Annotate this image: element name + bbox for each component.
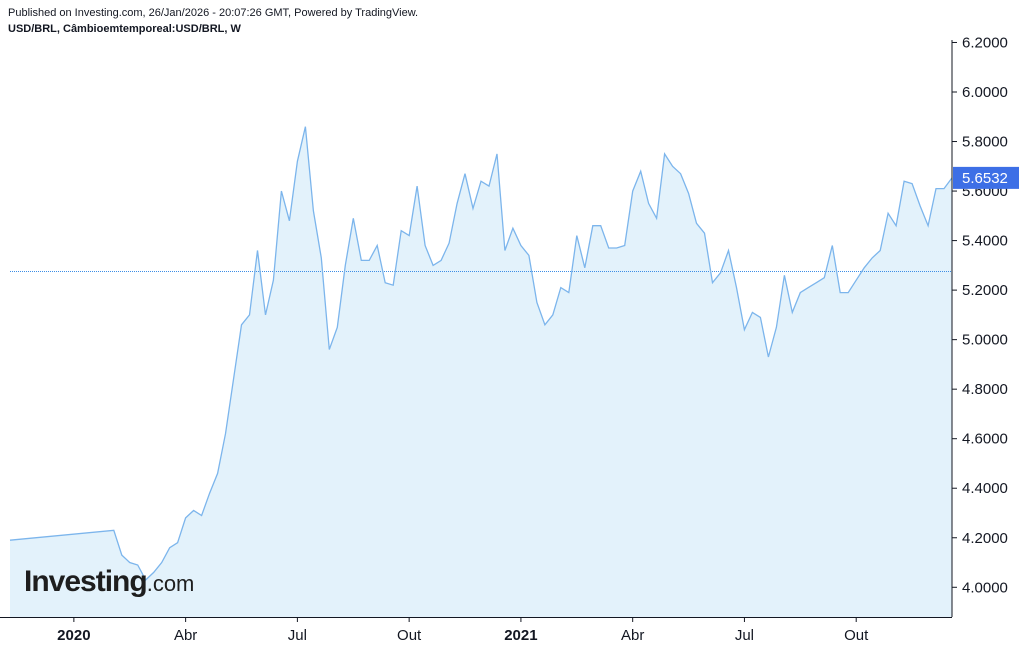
y-tick-label: 4.6000	[962, 431, 1008, 448]
y-tick-label: 4.2000	[962, 530, 1008, 547]
x-axis: 2020 Abr Jul Out 2021 Abr Jul Out	[0, 617, 952, 644]
y-tick-label: 4.8000	[962, 381, 1008, 398]
y-tick-label: 5.2000	[962, 282, 1008, 299]
symbol-title: USD/BRL, Câmbioemtemporeal:USD/BRL, W	[8, 23, 241, 35]
y-tick-label: 5.8000	[962, 134, 1008, 151]
x-tick-label: 2021	[504, 627, 537, 644]
y-tick-label: 4.0000	[962, 579, 1008, 596]
logo-suffix: .com	[146, 571, 195, 596]
x-tick-label: Abr	[621, 627, 644, 644]
x-tick-label: 2020	[57, 627, 90, 644]
investing-logo: Investing.com	[24, 565, 194, 599]
x-tick-label: Abr	[174, 627, 197, 644]
x-tick-label: Jul	[735, 627, 754, 644]
last-price-label: 5.6532	[962, 170, 1008, 187]
series-area	[10, 126, 952, 617]
y-tick-label: 4.4000	[962, 480, 1008, 497]
x-tick-label: Out	[397, 627, 422, 644]
published-note: Published on Investing.com, 26/Jan/2026 …	[8, 7, 419, 19]
y-tick-label: 5.4000	[962, 233, 1008, 250]
x-tick-label: Jul	[288, 627, 307, 644]
x-tick-label: Out	[844, 627, 869, 644]
y-tick-label: 6.2000	[962, 34, 1008, 51]
y-axis: 4.0000 4.2000 4.4000 4.6000 4.8000 5.0000 5.20…	[951, 34, 1008, 617]
series-line	[9, 126, 953, 581]
y-tick-label: 5.0000	[962, 332, 1008, 349]
y-tick-label: 6.0000	[962, 84, 1008, 101]
plot-area	[9, 126, 953, 617]
last-price-box	[953, 166, 1019, 189]
logo-main: Investing	[24, 565, 148, 598]
last-price-tag: 5.6532	[953, 166, 1019, 189]
